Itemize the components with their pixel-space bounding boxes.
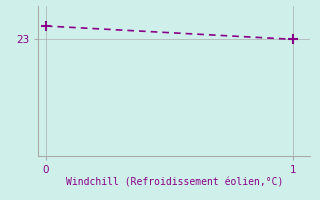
X-axis label: Windchill (Refroidissement éolien,°C): Windchill (Refroidissement éolien,°C): [66, 178, 283, 188]
